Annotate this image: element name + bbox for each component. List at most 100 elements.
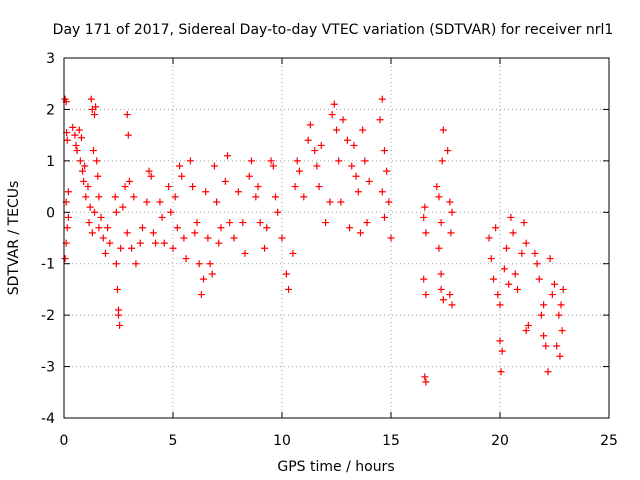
data-point [380,213,388,221]
data-point [221,177,229,185]
data-point [330,100,338,108]
data-point [448,301,456,309]
data-point [363,219,371,227]
y-tick-label: 2 [46,102,55,118]
data-point [77,134,85,142]
data-point [346,224,354,232]
data-point [82,193,90,201]
data-point [200,275,208,283]
data-point [489,275,497,283]
data-point [505,280,513,288]
data-point [191,229,199,237]
data-point [115,311,122,319]
data-point [261,244,269,252]
data-point [444,147,452,155]
data-point [234,188,242,196]
data-point [95,193,103,201]
data-point [101,249,109,257]
data-point [119,203,127,211]
data-point [293,157,301,165]
data-point [85,219,93,227]
data-point [160,239,168,247]
data-point [524,321,532,329]
data-point [278,234,286,242]
data-point [112,208,120,216]
data-point [267,157,275,165]
data-point [422,378,430,386]
data-point [61,255,69,263]
y-tick-label: 3 [46,51,55,67]
data-point [86,203,94,211]
data-point [559,285,567,293]
data-point [215,239,223,247]
data-point [437,270,445,278]
data-point [304,136,312,144]
data-point [64,213,72,221]
data-point [76,157,84,165]
y-tick-label: 1 [46,154,55,170]
data-point [87,95,95,103]
data-point [111,193,119,201]
data-point [383,167,391,175]
data-point [447,229,455,237]
data-point [230,234,238,242]
data-point [256,219,264,227]
data-point [555,311,563,319]
data-point [359,126,367,134]
data-point [73,147,81,155]
data-point [333,126,340,134]
data-point [352,172,360,180]
data-point [128,244,136,252]
data-point [189,183,197,191]
data-point [167,208,175,216]
data-point [81,162,89,170]
data-point [64,188,72,196]
data-point [149,229,157,237]
data-point [494,291,502,299]
data-point [365,177,373,185]
data-point [343,136,351,144]
data-point [69,123,77,131]
data-point [145,167,153,175]
data-point [306,121,314,129]
data-point [446,198,454,206]
x-tick-labels: 0 5 10 15 20 25 [60,433,618,449]
data-point [387,234,395,242]
data-point [241,249,249,257]
data-point [152,239,160,247]
data-point [322,219,330,227]
data-point [421,373,429,381]
data-point [496,301,504,309]
x-tick-label: 0 [60,433,69,449]
data-point [247,157,255,165]
data-point [557,301,565,309]
grid-lines [64,58,609,418]
data-point [544,368,552,376]
data-point [535,275,543,283]
data-point [169,244,177,252]
data-point [435,193,443,201]
data-point [271,193,279,201]
data-point [182,255,190,263]
data-point [104,224,112,232]
data-point [99,234,107,242]
data-point [485,234,493,242]
data-point [335,157,343,165]
data-point [116,321,124,329]
data-point [421,203,429,211]
data-point [124,131,132,139]
data-point [130,193,138,201]
data-point [439,126,447,134]
data-point [546,255,554,263]
data-point [71,131,79,139]
data-point [224,152,231,160]
data-point [500,265,508,273]
data-point [213,198,221,206]
axis-ticks [63,57,610,419]
data-point [300,193,308,201]
y-tick-label: -2 [41,308,55,324]
data-point [125,177,133,185]
data-point [380,147,388,155]
x-axis-label: GPS time / hours [277,459,394,475]
x-tick-label: 10 [273,433,291,449]
